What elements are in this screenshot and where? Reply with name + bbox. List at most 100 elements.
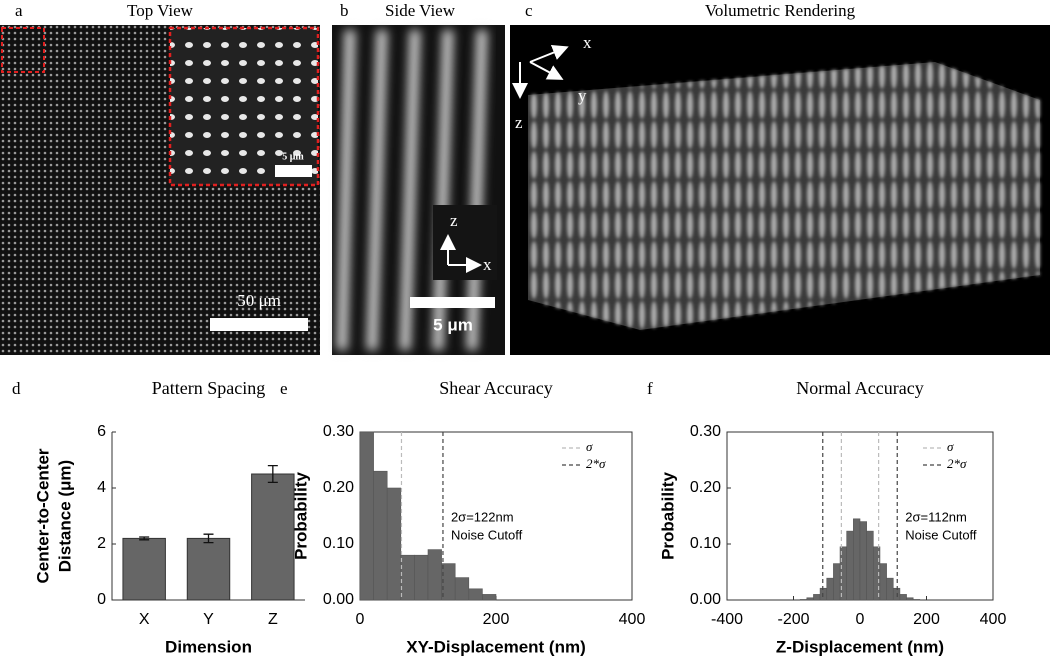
histogram-bar — [806, 597, 814, 601]
histogram-bar — [482, 594, 497, 601]
histogram-bar — [833, 563, 841, 601]
scale-label: 5 μm — [433, 315, 473, 334]
inset-scale-bar — [275, 165, 312, 177]
panel-title: Volumetric Rendering — [705, 1, 856, 20]
histogram-bar — [879, 563, 887, 601]
chart-title: Shear Accuracy — [439, 378, 552, 398]
histogram-bar — [414, 554, 429, 601]
x-tick-label: 200 — [913, 611, 940, 628]
histogram-bar — [468, 588, 483, 601]
panel-letter: f — [647, 379, 653, 398]
y-tick-label: 0.00 — [323, 591, 354, 608]
axis-letter: y — [578, 86, 587, 105]
stripes — [336, 29, 488, 351]
legend-label: 2*σ — [586, 456, 606, 471]
axis-letter: z — [515, 113, 523, 132]
panel-title: Top View — [127, 1, 194, 20]
annotation: Noise Cutoff — [451, 527, 523, 542]
annotation: 2σ=112nm — [905, 509, 967, 524]
x-tick-label: 200 — [483, 611, 510, 628]
x-tick-label: 400 — [619, 611, 646, 628]
panel-title: Side View — [385, 1, 456, 20]
error-bar — [203, 533, 214, 544]
y-axis-label: Distance (μm) — [55, 460, 74, 572]
histogram-bar — [813, 594, 821, 601]
histogram-bar — [892, 587, 901, 601]
chart-title: Pattern Spacing — [152, 378, 265, 398]
y-tick-label: 0.00 — [690, 591, 721, 608]
histogram-bar — [859, 521, 867, 601]
inset-scale-label: 5 μm — [282, 151, 304, 162]
x-tick-label: Z — [268, 611, 278, 628]
histogram-bar — [826, 577, 834, 601]
chart-title: Normal Accuracy — [796, 378, 923, 398]
error-bar — [267, 464, 278, 484]
histogram-bar — [454, 577, 470, 601]
histogram-bar — [906, 597, 914, 601]
x-tick-label: Y — [203, 611, 214, 628]
inset-border — [168, 26, 320, 187]
y-axis-label: Center-to-Center — [33, 448, 52, 583]
y-tick-label: 0.10 — [323, 535, 354, 552]
x-tick-label: -200 — [777, 611, 809, 628]
histogram-bar — [359, 431, 374, 601]
axis-arrow — [529, 61, 564, 80]
y-tick-label: 0.30 — [323, 423, 354, 440]
volume-texture — [528, 62, 1040, 330]
panel-letter: d — [12, 379, 21, 398]
x-axis-label: Z-Displacement (nm) — [776, 637, 944, 656]
histogram-bar — [899, 594, 907, 601]
histogram-bar — [373, 470, 388, 601]
legend-label: 2*σ — [947, 456, 967, 471]
bar — [186, 537, 231, 601]
inset-pattern — [170, 28, 318, 185]
panel-letter: c — [525, 1, 533, 20]
y-tick-label: 0.20 — [690, 479, 721, 496]
bar — [251, 473, 295, 601]
annotation: 2σ=122nm — [451, 509, 514, 524]
panel-b: b Side View z x 5 μm — [332, 1, 505, 355]
axis-letter: x — [483, 255, 492, 274]
histogram-bar — [799, 599, 808, 601]
x-axis-label: XY-Displacement (nm) — [406, 637, 586, 656]
panel-letter: a — [15, 1, 23, 20]
histogram-bar — [866, 530, 874, 601]
panel-letter: b — [340, 1, 349, 20]
y-axis-label: Probability — [291, 472, 310, 560]
bar — [122, 537, 166, 601]
error-bar — [139, 536, 150, 541]
x-tick-label: -400 — [711, 611, 743, 628]
histogram-bar — [386, 487, 402, 601]
legend-label: σ — [947, 439, 954, 454]
x-tick-label: 400 — [980, 611, 1007, 628]
x-tick-label: 0 — [356, 611, 365, 628]
y-axis-label: Probability — [658, 472, 677, 560]
histogram-bar — [400, 554, 415, 601]
panel-c: c Volumetric Rendering x y z — [510, 1, 1050, 355]
legend-label: σ — [586, 439, 593, 454]
y-tick-label: 0 — [97, 591, 106, 608]
scale-bar — [410, 297, 495, 308]
y-tick-label: 4 — [97, 479, 106, 496]
zoom-box — [1, 27, 45, 73]
axis-letter: z — [450, 211, 458, 230]
scale-bar — [210, 318, 308, 331]
x-tick-label: 0 — [856, 611, 865, 628]
histogram-bar — [819, 587, 828, 601]
y-tick-label: 0.20 — [323, 479, 354, 496]
y-tick-label: 6 — [97, 423, 106, 440]
histogram-bar — [441, 563, 456, 601]
panel-letter: e — [280, 379, 288, 398]
histogram-bar — [886, 577, 894, 601]
y-tick-label: 0.10 — [690, 535, 721, 552]
axis-letter: x — [583, 33, 592, 52]
panel-a: a Top View 5 μm 50 μm — [0, 1, 320, 355]
axis-arrow — [529, 45, 569, 63]
axis-frame — [111, 432, 305, 601]
histogram-bar — [912, 599, 921, 601]
histogram-bar — [853, 518, 861, 601]
y-tick-label: 2 — [97, 535, 106, 552]
x-tick-label: X — [139, 611, 150, 628]
annotation: Noise Cutoff — [905, 527, 977, 542]
